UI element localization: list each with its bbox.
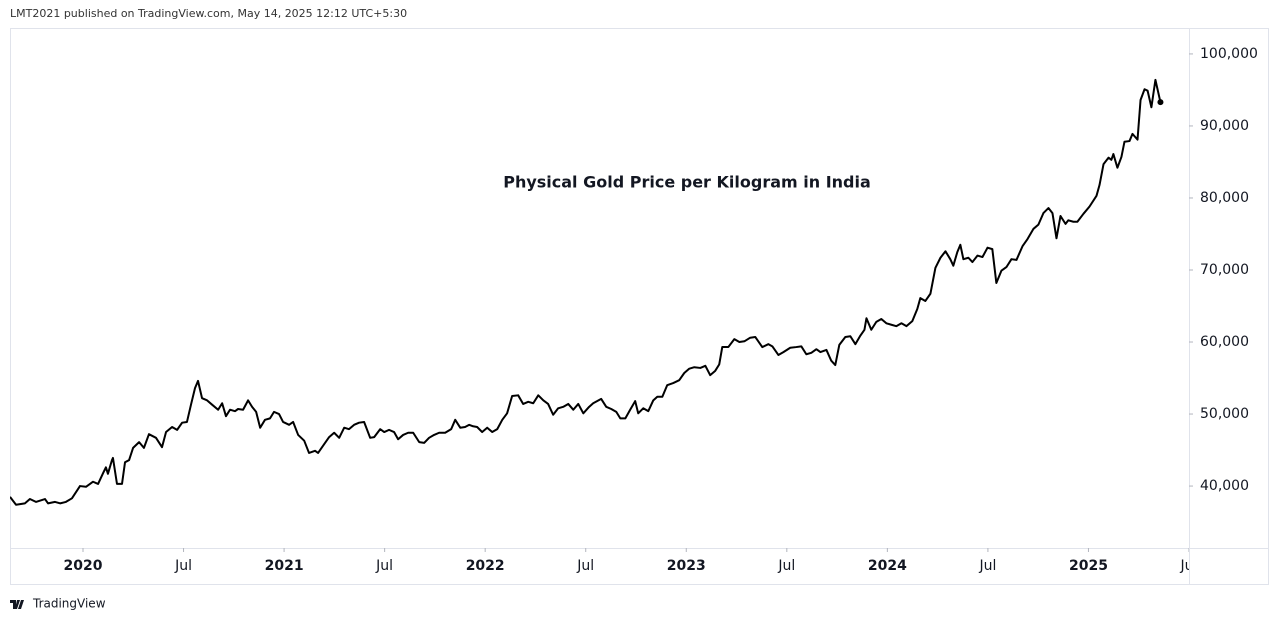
y-tick-label: 40,000 — [1200, 478, 1249, 494]
footer-brand: TradingView — [32, 597, 106, 611]
chart-frame — [10, 28, 1269, 585]
chart-title: Physical Gold Price per Kilogram in Indi… — [503, 173, 871, 192]
x-tick-label: Jul — [978, 558, 996, 574]
plot-area — [10, 78, 1164, 506]
y-tick-label: 90,000 — [1200, 118, 1249, 134]
x-tick-label: Jul — [174, 558, 192, 574]
x-tick-label: 2023 — [667, 558, 706, 574]
y-tick-label: 100,000 — [1200, 46, 1258, 62]
tradingview-logo — [10, 600, 24, 609]
y-tick-label: 50,000 — [1200, 406, 1249, 422]
price-line — [10, 78, 1162, 506]
price-axis: 40,000 50,000 60,000 70,000 80,000 90,000 100,… — [1189, 46, 1258, 494]
x-tick-label: 2021 — [265, 558, 304, 574]
x-tick-label: Jul — [1180, 558, 1198, 574]
y-tick-label: 70,000 — [1200, 262, 1249, 278]
x-tick-label: Jul — [375, 558, 393, 574]
x-tick-label: 2024 — [868, 558, 907, 574]
time-axis: 2020 Jul 2021 Jul 2022 Jul 2023 Jul 2024 Jul 2025 J… — [64, 548, 1198, 574]
y-tick-label: 60,000 — [1200, 334, 1249, 350]
publish-header: LMT2021 published on TradingView.com, Ma… — [10, 7, 407, 20]
x-tick-label: 2025 — [1069, 558, 1108, 574]
x-tick-label: 2020 — [64, 558, 103, 574]
x-tick-label: Jul — [576, 558, 594, 574]
x-tick-label: 2022 — [466, 558, 505, 574]
last-price-dot — [1157, 99, 1164, 106]
x-tick-label: Jul — [777, 558, 795, 574]
y-tick-label: 80,000 — [1200, 190, 1249, 206]
